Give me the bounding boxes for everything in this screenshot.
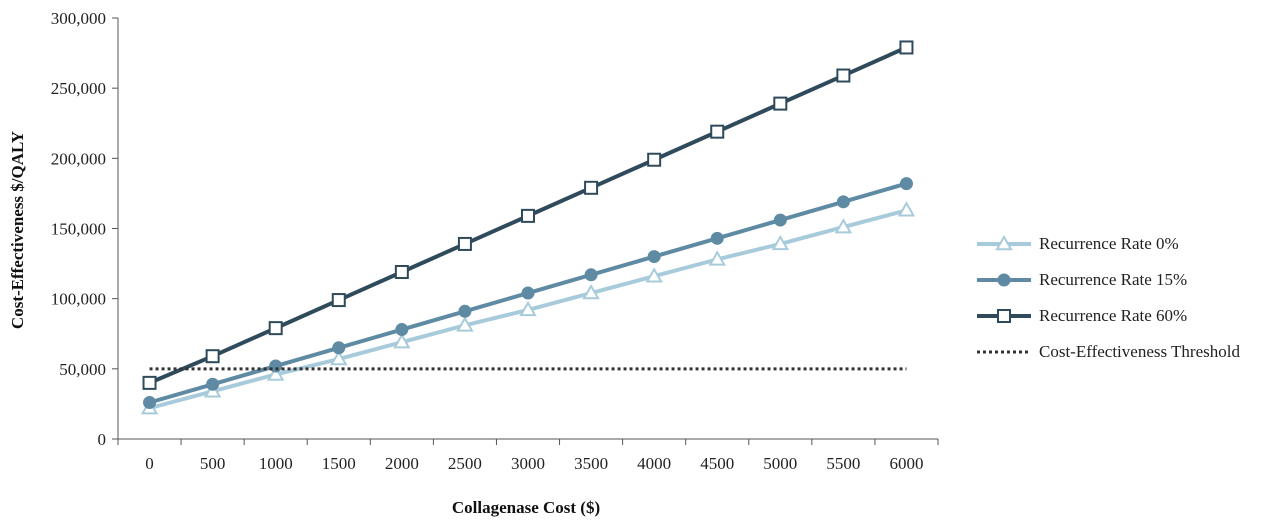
data-point xyxy=(456,316,474,332)
data-point xyxy=(897,201,916,217)
legend-label: Cost-Effectiveness Threshold xyxy=(1039,342,1240,361)
data-point xyxy=(268,321,283,336)
x-tick-label: 6000 xyxy=(889,454,923,473)
y-axis-ticks: 0 50,000 100,000 150,000 200,000 250,000 300,0… xyxy=(51,9,118,449)
y-tick-label: 150,000 xyxy=(51,220,106,239)
data-point xyxy=(773,96,788,111)
series-0 xyxy=(140,201,916,415)
legend-swatch xyxy=(977,273,1031,287)
legend-marker xyxy=(995,234,1013,251)
x-tick-label: 3000 xyxy=(511,454,545,473)
data-point xyxy=(521,208,535,223)
x-tick-label: 5000 xyxy=(763,454,797,473)
legend-label: Recurrence Rate 60% xyxy=(1039,306,1188,325)
legend-marker xyxy=(997,309,1011,323)
data-point xyxy=(331,293,346,308)
data-point xyxy=(330,349,348,366)
series-layer xyxy=(140,40,916,415)
x-tick-label: 3500 xyxy=(574,454,608,473)
data-point xyxy=(142,375,157,390)
x-tick-label: 4500 xyxy=(700,454,734,473)
x-tick-label: 1000 xyxy=(259,454,293,473)
data-point xyxy=(205,349,220,364)
data-point xyxy=(773,213,787,227)
x-tick-label: 2000 xyxy=(385,454,419,473)
legend-item: Recurrence Rate 0% xyxy=(975,232,1265,268)
y-tick-label: 0 xyxy=(98,430,107,449)
data-point xyxy=(647,250,661,264)
data-point xyxy=(206,377,220,391)
x-tick-label: 2500 xyxy=(448,454,482,473)
data-point xyxy=(332,341,346,355)
data-point xyxy=(266,365,285,381)
data-point xyxy=(645,267,663,283)
x-axis-title: Collagenase Cost ($) xyxy=(452,498,600,517)
data-point xyxy=(710,231,724,245)
y-tick-label: 300,000 xyxy=(51,9,106,28)
data-point xyxy=(836,195,850,209)
x-tick-label: 500 xyxy=(200,454,226,473)
data-point xyxy=(393,333,411,349)
legend-label: Recurrence Rate 15% xyxy=(1039,270,1188,289)
data-point xyxy=(521,286,535,300)
data-point xyxy=(269,359,283,373)
x-axis-ticks: 0 500 1000 1500 2000 2500 3000 3500 4000 4500 5000… xyxy=(117,439,939,473)
data-point xyxy=(584,268,598,282)
y-axis-title: Cost-Effectiveness $/QALY xyxy=(8,131,27,329)
data-point xyxy=(395,323,409,337)
y-tick-label: 200,000 xyxy=(51,149,106,168)
data-point xyxy=(710,124,725,139)
data-point xyxy=(834,218,853,234)
data-point xyxy=(647,152,662,167)
legend-item: Recurrence Rate 60% xyxy=(975,304,1265,340)
data-point xyxy=(899,40,914,55)
legend-swatch xyxy=(977,309,1031,323)
data-point xyxy=(457,236,472,251)
legend-marker xyxy=(997,273,1011,287)
x-tick-label: 0 xyxy=(145,454,154,473)
legend-item: Recurrence Rate 15% xyxy=(975,268,1265,304)
legend-swatch xyxy=(977,350,1031,354)
data-point xyxy=(771,234,790,251)
data-point xyxy=(584,180,599,195)
legend: Recurrence Rate 0% Recurrence Rate 15% Rec… xyxy=(975,232,1265,376)
data-point xyxy=(458,304,472,318)
x-tick-label: 1500 xyxy=(322,454,356,473)
series-1 xyxy=(143,177,913,410)
data-point xyxy=(708,250,726,266)
data-point xyxy=(582,284,600,300)
data-point xyxy=(899,177,913,191)
legend-swatch xyxy=(977,234,1031,251)
legend-item: Cost-Effectiveness Threshold xyxy=(975,340,1265,376)
y-tick-label: 100,000 xyxy=(51,290,106,309)
legend-label: Recurrence Rate 0% xyxy=(1039,234,1179,253)
data-point xyxy=(836,68,851,83)
x-tick-label: 5500 xyxy=(826,454,860,473)
data-point xyxy=(143,396,157,410)
y-tick-label: 250,000 xyxy=(51,79,106,98)
data-point xyxy=(394,265,409,280)
series-2 xyxy=(142,40,914,390)
y-tick-label: 50,000 xyxy=(59,360,106,379)
x-tick-label: 4000 xyxy=(637,454,671,473)
data-point xyxy=(519,300,537,317)
